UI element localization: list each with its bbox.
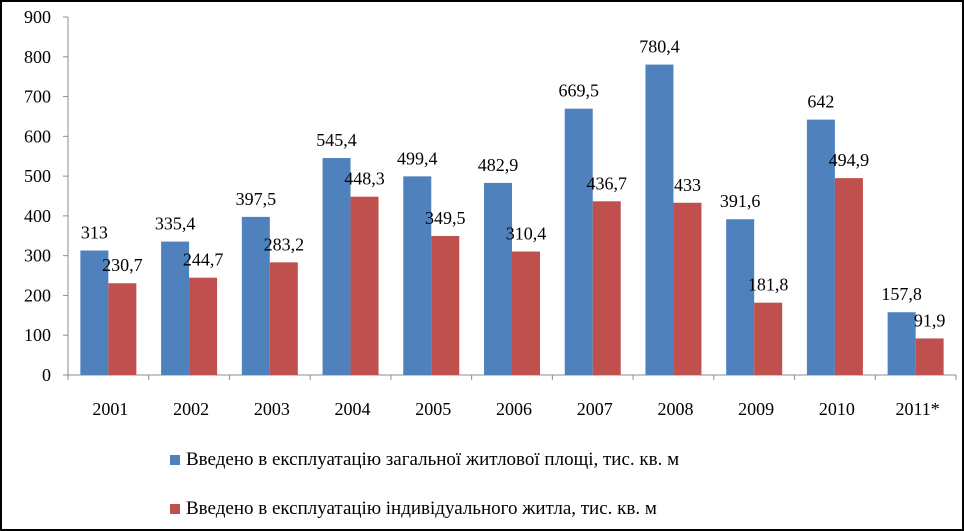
data-label: 397,5 <box>236 189 277 209</box>
data-label: 545,4 <box>316 130 357 150</box>
bar-series-1 <box>161 241 190 375</box>
data-label: 91,9 <box>914 310 946 330</box>
data-label: 642 <box>807 92 834 112</box>
y-tick-label: 400 <box>24 206 51 226</box>
x-tick-label: 2010 <box>819 399 855 419</box>
bar-series-2 <box>108 283 137 375</box>
bar-series-2 <box>834 178 863 375</box>
bar-series-2 <box>754 302 783 375</box>
bar-series-1 <box>484 182 512 375</box>
data-label: 310,4 <box>506 224 547 244</box>
bar-series-2 <box>189 277 218 375</box>
data-label: 448,3 <box>344 169 385 189</box>
y-tick-label: 200 <box>24 285 51 305</box>
data-label: 391,6 <box>720 191 761 211</box>
bar-series-2 <box>915 338 944 375</box>
legend: Введено в експлуатацію загальної житлово… <box>170 449 679 529</box>
data-label: 283,2 <box>264 234 305 254</box>
bar-series-1 <box>403 176 432 375</box>
y-tick-label: 500 <box>24 166 51 186</box>
data-label: 780,4 <box>639 37 680 57</box>
bar-series-2 <box>431 235 460 375</box>
data-label: 433 <box>674 175 701 195</box>
data-label: 230,7 <box>102 255 143 275</box>
x-tick-label: 2005 <box>415 399 451 419</box>
x-tick-label: 2004 <box>335 399 371 419</box>
y-tick-label: 300 <box>24 246 51 266</box>
x-tick-label: 2007 <box>577 399 613 419</box>
x-tick-label: 2009 <box>738 399 774 419</box>
data-label: 349,5 <box>425 208 466 228</box>
bar-series-2 <box>673 202 702 375</box>
bar-series-1 <box>726 219 755 375</box>
legend-label-total-area: Введено в експлуатацію загальної житлово… <box>186 449 680 470</box>
data-label: 335,4 <box>155 214 196 234</box>
bar-series-1 <box>887 312 916 375</box>
data-label: 244,7 <box>183 250 224 270</box>
bar-series-2 <box>512 251 540 375</box>
y-tick-label: 0 <box>42 365 51 385</box>
bar-series-1 <box>80 250 109 375</box>
y-tick-label: 800 <box>24 47 51 67</box>
data-label: 499,4 <box>397 148 438 168</box>
legend-item-total-area: Введено в експлуатацію загальної житлово… <box>170 449 679 471</box>
data-label: 181,8 <box>748 275 789 295</box>
y-tick-label: 100 <box>24 325 51 345</box>
data-label: 157,8 <box>881 284 922 304</box>
x-tick-label: 2011* <box>895 399 939 419</box>
data-label: 313 <box>81 222 108 242</box>
bar-series-2 <box>269 262 298 375</box>
legend-item-individual-housing: Введено в експлуатацію індивідуального ж… <box>170 498 679 520</box>
bar-series-1 <box>564 108 593 375</box>
x-tick-label: 2001 <box>92 399 128 419</box>
y-tick-label: 600 <box>24 126 51 146</box>
bar-series-2 <box>350 196 379 375</box>
data-label: 494,9 <box>829 150 870 170</box>
y-tick-label: 700 <box>24 87 51 107</box>
bar-series-2 <box>592 201 621 375</box>
bar-series-1 <box>806 119 835 375</box>
y-tick-label: 900 <box>24 7 51 27</box>
x-tick-label: 2008 <box>657 399 693 419</box>
bar-series-1 <box>645 64 674 375</box>
data-label: 669,5 <box>558 81 599 101</box>
x-tick-label: 2003 <box>254 399 290 419</box>
bar-chart: 0 100 200 300 400 500 600 700 800 900 2001 313 230,7… <box>24 7 957 419</box>
bar-series-1 <box>322 158 351 375</box>
legend-swatch-blue <box>170 455 180 465</box>
legend-label-individual-housing: Введено в експлуатацію індивідуального ж… <box>186 498 657 519</box>
data-label: 436,7 <box>586 173 627 193</box>
legend-swatch-red <box>170 504 180 514</box>
x-tick-label: 2002 <box>173 399 209 419</box>
bar-series-1 <box>241 216 270 375</box>
x-tick-label: 2006 <box>496 399 532 419</box>
data-label: 482,9 <box>478 155 519 175</box>
